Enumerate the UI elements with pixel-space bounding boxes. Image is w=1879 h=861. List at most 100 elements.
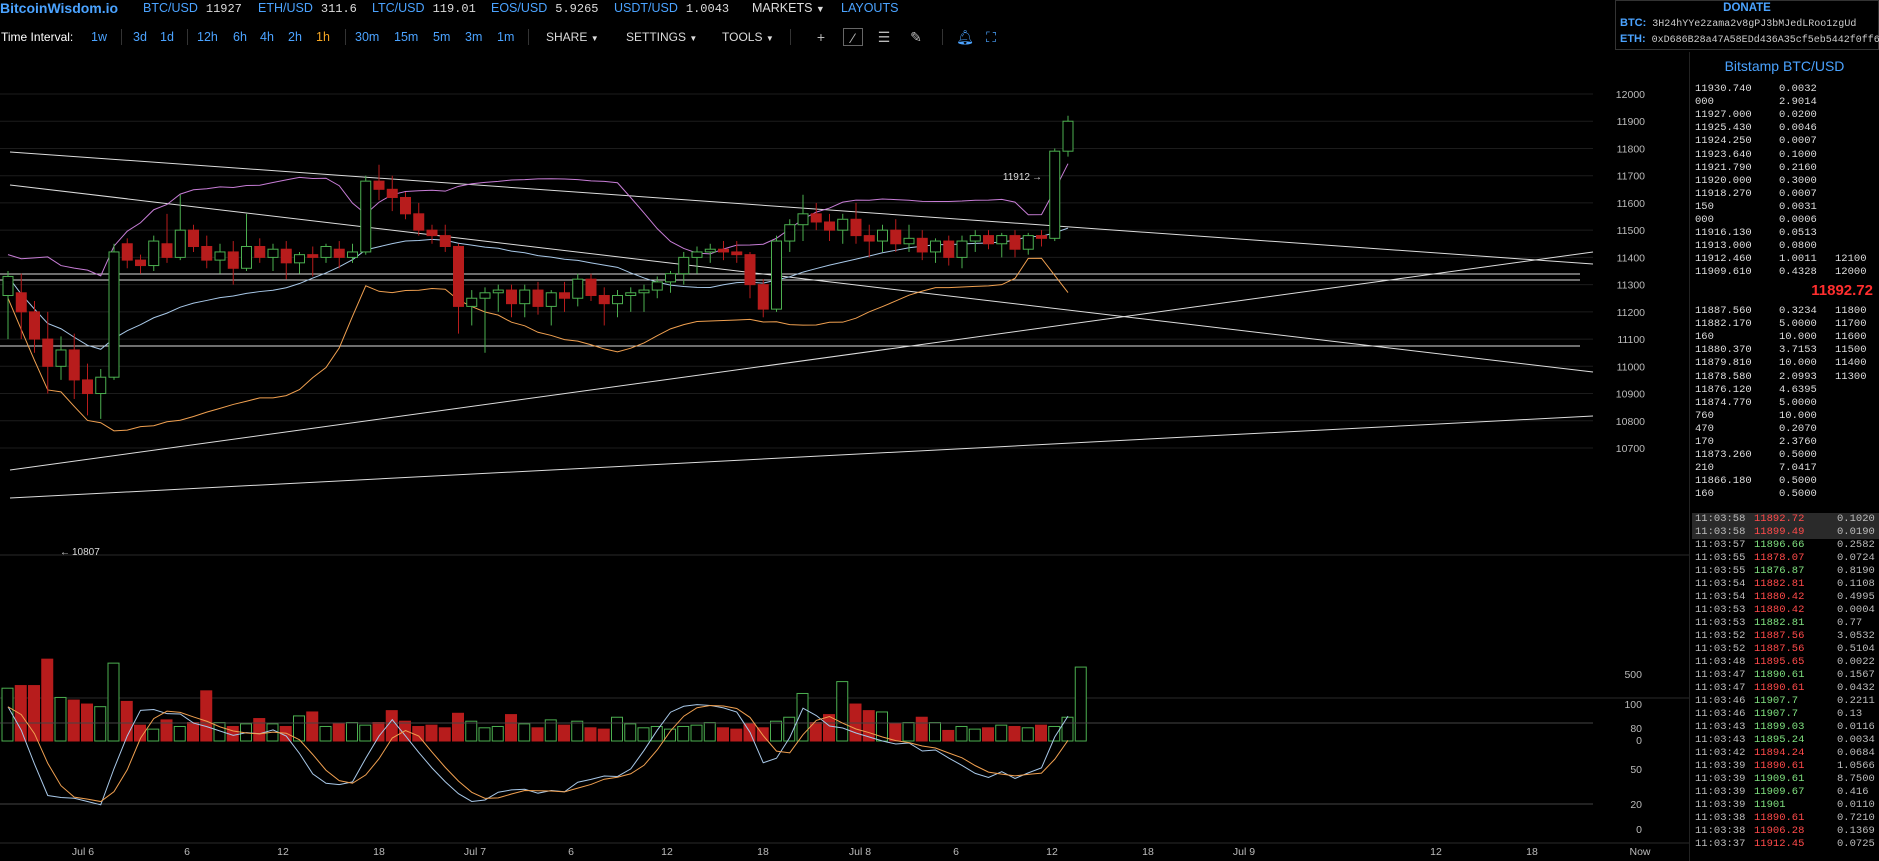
orderbook-asks-row: 11916.130 0.0513 [1695, 227, 1879, 240]
orderbook-bids-row: 160 10.000 11600 [1695, 331, 1879, 344]
trade-row: 11:03:53 11882.81 0.77 [1692, 617, 1879, 630]
interval-30m[interactable]: 30m [355, 30, 380, 44]
volume-bar [889, 723, 902, 742]
orderbook-bids-row: 11880.370 3.7153 11500 [1695, 344, 1879, 357]
trade-time: 11:03:38 [1695, 825, 1746, 837]
crosshair-icon[interactable]: + [816, 29, 826, 45]
ticker-eth[interactable]: ETH/USD 311.6 [258, 1, 357, 16]
orderbook-price: 11925.430 [1695, 122, 1752, 135]
trade-price: 11890.61 [1754, 682, 1805, 694]
interval-3m[interactable]: 3m [465, 30, 483, 44]
orderbook-price: 11873.260 [1695, 449, 1752, 462]
trade-row: 11:03:58 11892.72 0.1020 [1692, 513, 1879, 526]
orderbook-amount: 5.0000 [1779, 396, 1817, 409]
ticker-btc[interactable]: BTC/USD 11927 [143, 1, 242, 16]
settings-menu[interactable]: SETTINGS ▼ [626, 30, 698, 44]
moving-average-line [7, 227, 1069, 350]
trade-amount: 0.416 [1837, 786, 1869, 798]
volume-bar [14, 685, 27, 742]
markets-menu[interactable]: MARKETS ▼ [752, 1, 825, 15]
volume-bar [319, 725, 332, 742]
ticker-usdt[interactable]: USDT/USD 1.0043 [614, 1, 730, 16]
trade-time: 11:03:54 [1695, 591, 1746, 603]
pen-icon[interactable]: ✎ [910, 29, 922, 45]
volume-bar [1035, 724, 1047, 742]
trade-price: 11890.61 [1754, 812, 1805, 824]
interval-2h[interactable]: 2h [288, 30, 302, 44]
trade-time: 11:03:42 [1695, 747, 1746, 759]
orderbook-price: 000 [1695, 214, 1714, 226]
btc-address[interactable]: 3H24hYYe2zama2v8gPJ3bMJedLRoo1zgUd [1652, 19, 1857, 30]
interval-3d[interactable]: 3d [133, 30, 147, 44]
bell-icon[interactable]: 🔔︎ [956, 29, 974, 45]
fullscreen-icon[interactable]: ⛶ [986, 29, 996, 45]
volume-bar [107, 662, 120, 742]
candle-body [1062, 120, 1074, 152]
volume-bar [823, 714, 835, 742]
time-axis-label: 18 [373, 846, 385, 858]
time-axis-label: 6 [184, 846, 190, 858]
volume-axis-label: 500 [1624, 669, 1642, 681]
trade-time: 11:03:37 [1695, 838, 1746, 850]
interval-1d[interactable]: 1d [160, 30, 174, 44]
orderbook-bids-row: 11866.180 0.5000 [1695, 475, 1879, 488]
share-menu[interactable]: SHARE ▼ [546, 30, 599, 44]
order-book-title: Bitstamp BTC/USD [1724, 58, 1845, 74]
orderbook-amount: 10.000 [1779, 409, 1817, 422]
candle-body [585, 278, 597, 297]
time-axis-label: 18 [1526, 846, 1538, 858]
site-logo[interactable]: BitcoinWisdom.io [0, 0, 119, 16]
interval-1w[interactable]: 1w [91, 30, 107, 44]
ticker-ltc[interactable]: LTC/USD 119.01 [372, 1, 476, 16]
interval-1h[interactable]: 1h [316, 30, 330, 44]
orderbook-price: 11880.370 [1695, 344, 1752, 357]
chevron-down-icon: ▼ [815, 4, 825, 14]
volume-bar [306, 711, 319, 742]
trade-amount: 0.2582 [1837, 539, 1875, 551]
trade-amount: 0.1369 [1837, 825, 1875, 837]
interval-12h[interactable]: 12h [197, 30, 218, 44]
candle-body [731, 251, 743, 256]
interval-6h[interactable]: 6h [233, 30, 247, 44]
trade-row: 11:03:39 11909.61 8.7500 [1692, 773, 1879, 786]
volume-bar [955, 725, 968, 742]
volume-bar [160, 719, 173, 742]
line-draw-icon[interactable]: ⁄ [843, 28, 863, 46]
interval-1m[interactable]: 1m [497, 30, 515, 44]
orderbook-price: 11923.640 [1695, 148, 1752, 161]
orderbook-price: 11920.000 [1695, 174, 1752, 187]
orderbook-cum: 11800 [1835, 305, 1867, 317]
stoch-axis-label: 100 [1624, 699, 1642, 711]
orderbook-asks-row: 11909.610 0.4328 12000 [1695, 266, 1879, 279]
trade-row: 11:03:57 11896.66 0.2582 [1692, 539, 1879, 552]
candle-body [983, 235, 994, 245]
ticker-eos[interactable]: EOS/USD 5.9265 [491, 1, 599, 16]
trade-price: 11882.81 [1754, 578, 1805, 590]
time-axis-label: 12 [277, 846, 289, 858]
interval-4h[interactable]: 4h [260, 30, 274, 44]
orderbook-price: 000 [1695, 96, 1714, 109]
bollinger-upper-line [7, 163, 1069, 277]
volume-bar [200, 690, 213, 742]
orderbook-price: 11918.270 [1695, 187, 1752, 200]
layouts-link[interactable]: LAYOUTS [841, 1, 899, 15]
fib-icon[interactable]: ☰ [877, 29, 891, 45]
trade-price: 11890.61 [1754, 760, 1805, 772]
orderbook-cum: 11600 [1835, 331, 1867, 344]
tools-menu[interactable]: TOOLS ▼ [722, 30, 774, 44]
orderbook-cum: 11500 [1835, 344, 1867, 357]
divider [345, 29, 346, 45]
interval-15m[interactable]: 15m [394, 30, 419, 44]
trade-price: 11912.45 [1754, 838, 1805, 850]
trade-time: 11:03:46 [1695, 695, 1746, 707]
chevron-down-icon: ▼ [590, 34, 599, 43]
orderbook-bids-row: 11882.170 5.0000 11700 [1695, 318, 1879, 331]
price-chart[interactable]: 12000 11900 11800 11700 11600 11500 11400 11300… [0, 52, 1689, 861]
volume-bar [677, 725, 690, 742]
volume-bar [505, 714, 517, 742]
eth-address[interactable]: 0xD686B28a47A58EDd436A35cf5eb5442f0ff6 [1651, 35, 1879, 46]
interval-5m[interactable]: 5m [433, 30, 451, 44]
orderbook-bids-row: 11887.560 0.3234 11800 [1695, 305, 1879, 318]
volume-bar [465, 720, 478, 742]
orderbook-amount: 0.0032 [1779, 83, 1817, 95]
